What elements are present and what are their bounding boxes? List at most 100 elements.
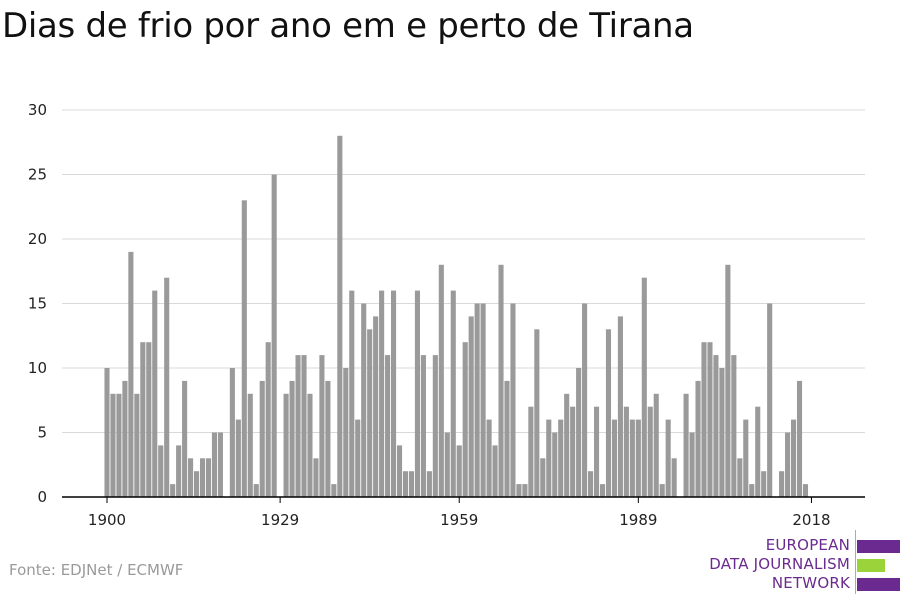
- bar: [779, 471, 785, 497]
- logo-bar-purple-top: [857, 540, 900, 553]
- bar: [725, 264, 731, 497]
- bar: [450, 290, 456, 497]
- y-tick-label: 25: [28, 166, 47, 184]
- bar: [641, 277, 647, 497]
- bar: [438, 264, 444, 497]
- bar: [199, 458, 206, 497]
- logo-divider: [855, 530, 856, 594]
- bar: [665, 419, 671, 497]
- bar: [110, 393, 116, 497]
- bar: [253, 484, 259, 497]
- bar: [492, 445, 498, 497]
- bar: [570, 406, 576, 497]
- bar: [534, 329, 540, 497]
- logo-bar-green: [857, 559, 885, 572]
- bar: [128, 251, 134, 497]
- bar: [767, 303, 773, 497]
- bar: [229, 368, 235, 497]
- y-tick-label: 5: [37, 424, 47, 442]
- bar: [599, 484, 606, 497]
- bar: [516, 484, 522, 497]
- bar: [104, 368, 110, 497]
- bar: [247, 393, 253, 497]
- bar: [785, 432, 791, 497]
- bar: [701, 342, 707, 497]
- bar: [796, 380, 803, 497]
- bar: [576, 368, 582, 497]
- x-tick-label: 1959: [440, 511, 478, 529]
- bar: [211, 432, 218, 497]
- bar: [408, 471, 415, 497]
- bar: [683, 393, 689, 497]
- bar: [468, 316, 474, 497]
- bar: [176, 445, 182, 497]
- bar: [271, 174, 277, 497]
- bar: [456, 445, 462, 497]
- bar: [367, 329, 373, 497]
- bar: [337, 135, 343, 498]
- bar: [182, 380, 188, 497]
- bar: [528, 406, 534, 497]
- bar: [319, 355, 325, 497]
- bar: [140, 342, 146, 497]
- bar: [605, 329, 612, 497]
- bar: [522, 484, 528, 497]
- bar: [659, 484, 665, 497]
- bar: [719, 368, 725, 497]
- bar: [593, 406, 600, 497]
- bar: [152, 290, 158, 497]
- bar: [623, 406, 629, 497]
- bar: [235, 419, 241, 497]
- bar: [343, 368, 349, 497]
- bar: [373, 316, 379, 497]
- bar: [629, 419, 635, 497]
- bar: [116, 393, 122, 497]
- bar: [134, 393, 140, 497]
- x-tick-label: 1900: [88, 511, 126, 529]
- x-tick-label: 2018: [792, 511, 830, 529]
- bar: [635, 419, 641, 497]
- bar: [259, 380, 265, 497]
- bar: [158, 445, 164, 497]
- bar: [188, 458, 194, 497]
- bar: [295, 355, 301, 497]
- bar: [647, 406, 653, 497]
- y-tick-label: 10: [28, 359, 47, 377]
- bar: [671, 458, 677, 497]
- bar: [540, 458, 546, 497]
- bar: [205, 458, 212, 497]
- bar: [265, 342, 271, 497]
- bar: [755, 406, 761, 497]
- bar: [474, 303, 480, 497]
- bar: [241, 200, 247, 498]
- logo-line-3: NETWORK: [771, 574, 850, 592]
- bar: [552, 432, 558, 497]
- bar: [558, 419, 564, 497]
- chart-title: Dias de frio por ano em e perto de Tiran…: [2, 6, 694, 46]
- bar: [301, 355, 307, 497]
- y-tick-label: 0: [37, 488, 47, 506]
- bar: [731, 355, 737, 497]
- bar: [791, 419, 797, 497]
- bar: [504, 380, 510, 497]
- logo-line-1: EUROPEAN: [765, 536, 850, 554]
- bar: [802, 484, 809, 497]
- bar: [122, 380, 128, 497]
- bar: [707, 342, 713, 497]
- bar: [426, 471, 432, 497]
- edjnet-logo: EUROPEAN DATA JOURNALISM NETWORK: [700, 530, 900, 596]
- bar: [391, 290, 397, 497]
- bar: [414, 290, 420, 497]
- bar: [396, 445, 403, 497]
- bar: [713, 355, 719, 497]
- bar: [737, 458, 743, 497]
- bar: [283, 393, 289, 497]
- bar: [325, 380, 331, 497]
- y-tick-label: 20: [28, 230, 47, 248]
- bar: [379, 290, 385, 497]
- source-note: Fonte: EDJNet / ECMWF: [9, 561, 184, 579]
- y-tick-label: 30: [28, 101, 47, 119]
- bar: [582, 303, 588, 497]
